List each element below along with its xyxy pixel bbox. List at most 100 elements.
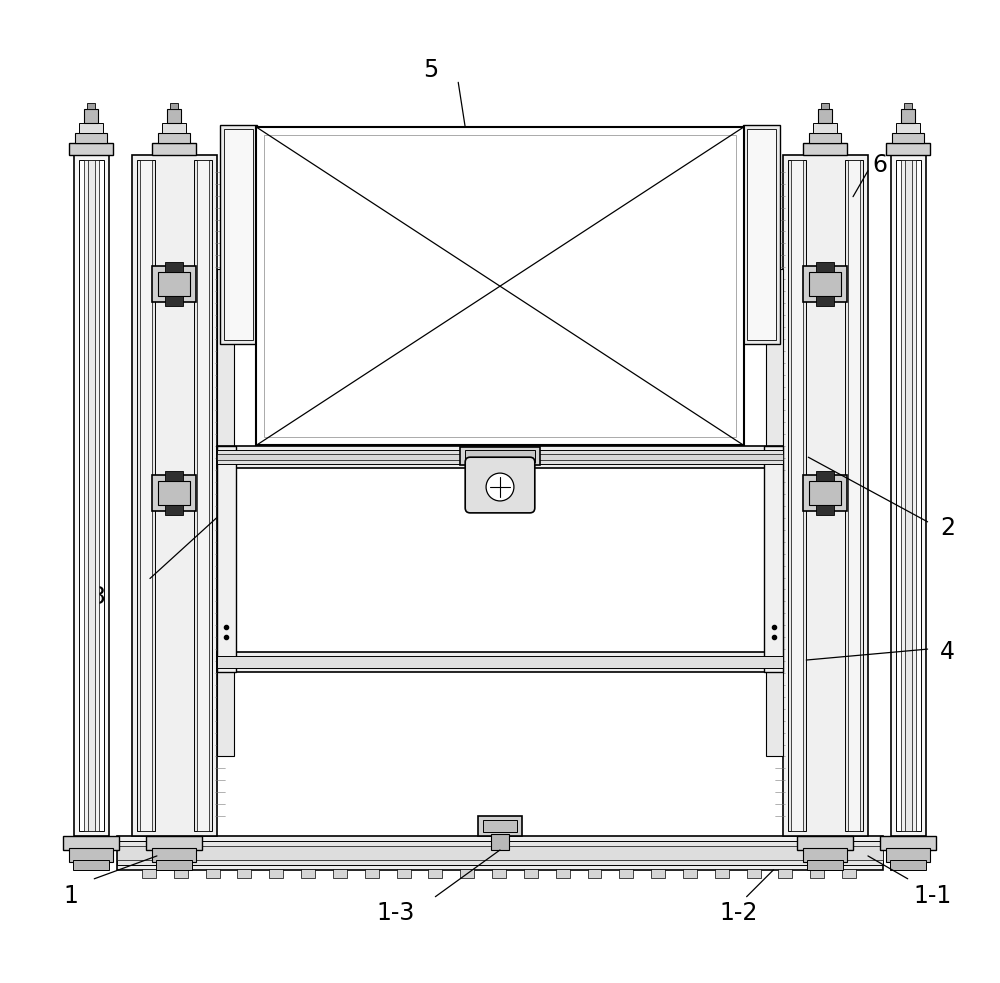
Text: 1-1: 1-1: [913, 884, 952, 907]
Bar: [132, 155, 217, 837]
Bar: [842, 869, 856, 878]
Bar: [88, 160, 95, 831]
Bar: [478, 816, 522, 837]
Bar: [117, 837, 883, 870]
Bar: [142, 869, 156, 878]
Bar: [896, 123, 920, 133]
Bar: [165, 505, 183, 515]
Bar: [137, 160, 155, 831]
Bar: [816, 296, 834, 306]
Bar: [803, 266, 847, 302]
Bar: [84, 160, 99, 831]
Bar: [807, 860, 843, 870]
Bar: [158, 481, 190, 505]
Bar: [194, 160, 212, 831]
Bar: [803, 475, 847, 511]
Bar: [783, 155, 868, 837]
Bar: [117, 841, 883, 865]
Text: 6: 6: [872, 153, 887, 177]
Bar: [821, 103, 829, 109]
Bar: [886, 143, 930, 155]
Bar: [63, 837, 119, 850]
Bar: [848, 160, 860, 831]
Bar: [84, 109, 98, 123]
Bar: [797, 837, 853, 850]
Text: 4: 4: [940, 640, 955, 665]
Bar: [810, 869, 824, 878]
Bar: [524, 869, 538, 878]
Bar: [87, 103, 95, 109]
Bar: [743, 125, 780, 344]
Bar: [880, 837, 936, 850]
Text: 1-2: 1-2: [719, 900, 758, 925]
Bar: [217, 450, 783, 464]
Bar: [619, 869, 633, 878]
Bar: [483, 820, 517, 832]
Bar: [158, 272, 190, 296]
Bar: [491, 834, 509, 850]
Bar: [766, 269, 783, 757]
Bar: [651, 869, 665, 878]
Bar: [217, 652, 783, 672]
Bar: [79, 160, 104, 831]
Bar: [365, 869, 379, 878]
Bar: [845, 160, 863, 831]
Bar: [117, 846, 883, 860]
Bar: [170, 103, 178, 109]
Bar: [886, 848, 930, 862]
Bar: [747, 129, 776, 340]
Bar: [813, 123, 837, 133]
Bar: [556, 869, 570, 878]
Bar: [818, 109, 832, 123]
Bar: [588, 869, 601, 878]
Bar: [397, 869, 411, 878]
Bar: [152, 143, 196, 155]
Bar: [301, 869, 315, 878]
Bar: [152, 266, 196, 302]
Bar: [809, 133, 841, 143]
Bar: [146, 837, 202, 850]
Bar: [788, 160, 806, 831]
Bar: [167, 109, 181, 123]
Bar: [197, 160, 209, 831]
Bar: [764, 446, 783, 672]
Bar: [791, 160, 803, 831]
Bar: [74, 155, 109, 837]
Text: 1: 1: [63, 884, 78, 907]
Bar: [896, 160, 921, 831]
Bar: [905, 160, 912, 831]
Bar: [892, 133, 924, 143]
Bar: [901, 160, 916, 831]
FancyBboxPatch shape: [465, 457, 535, 513]
Bar: [165, 262, 183, 272]
Bar: [165, 296, 183, 306]
Bar: [333, 869, 347, 878]
Bar: [217, 446, 236, 672]
Bar: [809, 272, 841, 296]
Circle shape: [486, 473, 514, 501]
Text: 2: 2: [940, 516, 955, 540]
Bar: [217, 269, 234, 757]
Bar: [158, 133, 190, 143]
Bar: [217, 454, 783, 460]
Bar: [747, 869, 761, 878]
Text: 3: 3: [90, 586, 105, 609]
Bar: [79, 123, 103, 133]
Bar: [904, 103, 912, 109]
Bar: [901, 109, 915, 123]
Bar: [816, 505, 834, 515]
Bar: [152, 475, 196, 511]
Bar: [217, 446, 783, 468]
Text: 1-3: 1-3: [376, 900, 415, 925]
Bar: [152, 848, 196, 862]
Bar: [220, 125, 257, 344]
Bar: [492, 869, 506, 878]
Bar: [140, 160, 152, 831]
Bar: [816, 471, 834, 481]
Bar: [809, 481, 841, 505]
Bar: [428, 869, 442, 878]
Bar: [162, 123, 186, 133]
Bar: [73, 860, 109, 870]
Bar: [465, 450, 535, 462]
Bar: [890, 860, 926, 870]
